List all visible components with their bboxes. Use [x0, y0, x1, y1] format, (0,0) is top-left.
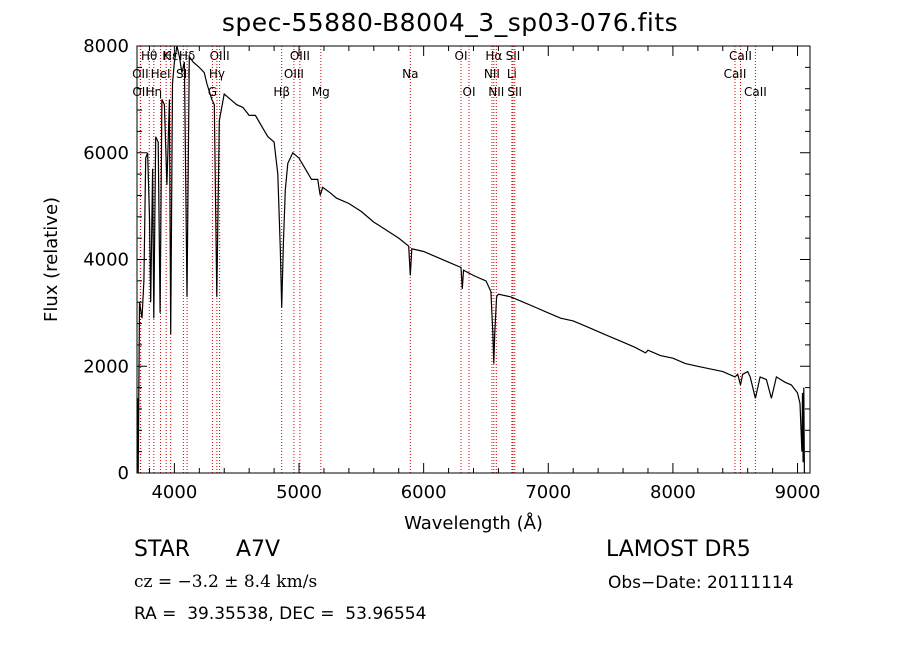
spectral-line-label: OIII [290, 49, 310, 63]
x-axis-label: Wavelength (Å) [404, 512, 543, 534]
spectral-line-label: Hα [485, 49, 502, 63]
chart-title: spec-55880-B8004_3_sp03-076.fits [221, 8, 679, 37]
spectral-line-label: Hη [146, 85, 163, 99]
spectral-line-label: CaII [729, 49, 752, 63]
spectral-line-label: SII [506, 49, 521, 63]
y-tick-label: 2000 [83, 356, 129, 377]
spectral-line-label: OI [463, 85, 476, 99]
plot-frame [136, 45, 811, 474]
spectral-line-label: NII [488, 85, 504, 99]
spectral-line-label: G [208, 85, 217, 99]
y-tick-label: 4000 [83, 250, 129, 271]
spectral-line-label: SII [507, 85, 522, 99]
spectrum-series-line [137, 46, 806, 473]
x-tick-label: 7000 [525, 482, 571, 503]
spectral-line-label: Hθ [141, 49, 157, 63]
spectral-line-label: K [162, 49, 171, 63]
spectral-line-label: Hβ [273, 85, 290, 99]
x-tick-label: 4000 [151, 482, 197, 503]
x-tick-label: 9000 [775, 482, 821, 503]
y-tick-label: 8000 [83, 36, 129, 57]
y-axis-label: Flux (relative) [41, 197, 62, 322]
y-tick-label: 0 [118, 463, 129, 484]
spectral-line-label: HeI [151, 67, 171, 81]
spectral-line-label: SII [176, 67, 191, 81]
spectral-line-label: Na [402, 67, 418, 81]
spectral-line-label: Mg [312, 85, 330, 99]
spectral-line-label: OII [132, 85, 149, 99]
subclass-label: A7V [236, 537, 281, 562]
redshift-label: cz = −3.2 ± 8.4 km/s [134, 572, 318, 592]
y-tick-label: 6000 [83, 143, 129, 164]
spectral-line-label: OIII [210, 49, 230, 63]
x-tick-label: 8000 [650, 482, 696, 503]
spectral-line-label: NII [484, 67, 500, 81]
spectral-line-label: Hγ [209, 67, 225, 81]
x-tick-label: 6000 [401, 482, 447, 503]
coordinates-label: RA = 39.35538, DEC = 53.96554 [134, 604, 427, 624]
spectral-line-label: Li [507, 67, 517, 81]
spectral-line-label: OIII [284, 67, 304, 81]
spectral-line-label: OI [455, 49, 468, 63]
survey-label: LAMOST DR5 [606, 537, 751, 562]
object-class-label: STAR [134, 537, 191, 562]
x-tick-label: 5000 [276, 482, 322, 503]
spectral-line-label: CaII [744, 85, 767, 99]
obs-date-label: Obs−Date: 20111114 [608, 573, 794, 593]
spectral-line-label: CaII [724, 67, 747, 81]
